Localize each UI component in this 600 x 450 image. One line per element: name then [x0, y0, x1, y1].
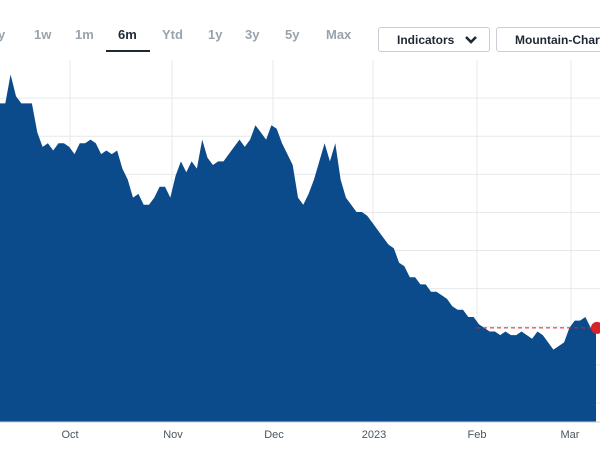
- range-tab-max[interactable]: Max: [326, 27, 352, 42]
- x-tick-label: 2023: [362, 429, 386, 441]
- indicators-button[interactable]: Indicators: [378, 27, 490, 52]
- chart-type-button[interactable]: Mountain-Chart: [496, 27, 600, 52]
- x-tick-label: Oct: [61, 429, 78, 441]
- x-tick-label: Feb: [468, 429, 487, 441]
- range-tab-ytd[interactable]: Ytd: [162, 27, 183, 42]
- chart-toolbar: y 1w 1m 6m Ytd 1y 3y 5y Max Indicators Mountain-…: [0, 0, 600, 60]
- range-tab-y[interactable]: y: [0, 27, 6, 42]
- range-tab-1m[interactable]: 1m: [75, 27, 94, 42]
- last-value-marker: [591, 321, 600, 334]
- chart-type-button-label: Mountain-Chart: [515, 32, 600, 47]
- range-tab-1w[interactable]: 1w: [34, 27, 52, 42]
- indicators-button-label: Indicators: [397, 32, 455, 47]
- range-tab-5y[interactable]: 5y: [285, 27, 300, 42]
- x-tick-label: Mar: [561, 429, 580, 441]
- chevron-down-icon: [465, 35, 478, 44]
- range-tab-1y[interactable]: 1y: [208, 27, 223, 42]
- x-tick-label: Dec: [264, 429, 284, 441]
- range-tab-3y[interactable]: 3y: [245, 27, 260, 42]
- active-tab-underline: [106, 50, 150, 52]
- price-area: [0, 74, 596, 422]
- range-tab-6m[interactable]: 6m: [118, 27, 137, 42]
- x-tick-label: Nov: [163, 429, 183, 441]
